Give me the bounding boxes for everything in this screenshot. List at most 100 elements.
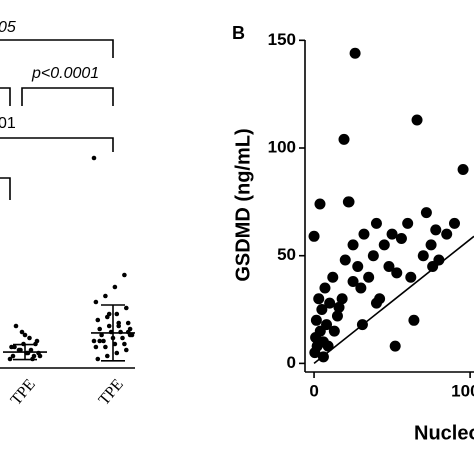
dot	[114, 350, 120, 356]
dot	[105, 353, 110, 359]
bracket	[0, 137, 114, 152]
bracket	[0, 39, 114, 58]
point	[363, 271, 375, 283]
x-tick-label: TPE	[8, 376, 39, 409]
point	[310, 314, 322, 326]
dot	[27, 335, 32, 341]
point	[347, 276, 359, 288]
annotation: 05	[0, 19, 16, 36]
dot	[97, 326, 102, 332]
dot	[18, 347, 23, 353]
point	[417, 250, 429, 262]
dot	[122, 341, 127, 347]
fit-line	[313, 235, 474, 365]
point	[333, 301, 345, 313]
y-axis-label: GSDMD (ng/mL)	[232, 128, 254, 281]
point	[358, 228, 370, 240]
x-tick-label: 0	[309, 381, 318, 400]
point	[391, 267, 403, 279]
y-tick-label: 0	[287, 353, 296, 372]
dot	[101, 338, 106, 344]
dot	[99, 332, 104, 338]
point	[313, 293, 325, 305]
dot	[93, 299, 99, 305]
annotation: p<0.0001	[31, 65, 99, 82]
point	[370, 217, 382, 229]
x-tick-label: TPE	[96, 376, 127, 409]
dot	[97, 338, 102, 344]
point	[411, 114, 423, 126]
point	[367, 250, 379, 262]
point	[319, 282, 331, 294]
point	[425, 239, 437, 251]
point	[308, 230, 320, 242]
dot	[124, 347, 129, 353]
point	[327, 271, 339, 283]
point	[352, 260, 364, 272]
annotation: 01	[0, 115, 16, 132]
point	[355, 282, 367, 294]
dot	[22, 332, 28, 338]
point	[316, 304, 328, 316]
point	[339, 254, 351, 266]
point	[408, 314, 420, 326]
dot	[114, 311, 120, 317]
dot	[7, 356, 13, 362]
dot	[120, 335, 125, 341]
panel-label: B	[232, 23, 245, 43]
point	[402, 217, 414, 229]
brackets	[0, 39, 474, 373]
point	[383, 260, 395, 272]
point	[338, 133, 350, 145]
dot	[10, 353, 16, 359]
dot	[34, 338, 40, 344]
bracket	[0, 177, 11, 200]
point	[321, 319, 333, 331]
y-tick-label: 100	[268, 137, 296, 156]
point	[349, 47, 361, 59]
x-tick-label: 1000	[451, 381, 474, 400]
dot	[103, 344, 108, 350]
dot	[103, 293, 108, 299]
dot	[95, 356, 101, 362]
bracket	[21, 87, 114, 106]
point	[405, 271, 417, 283]
point	[331, 310, 343, 322]
dot	[125, 320, 131, 326]
point	[336, 293, 348, 305]
point	[343, 196, 355, 208]
point	[457, 164, 469, 176]
dot	[112, 284, 118, 290]
dot	[127, 332, 133, 338]
y-tick-label: 150	[268, 30, 296, 49]
point	[420, 207, 432, 219]
point	[430, 224, 442, 236]
dot	[116, 320, 121, 326]
point	[314, 198, 326, 210]
point	[324, 297, 336, 309]
dot	[106, 311, 112, 317]
dot	[122, 272, 127, 278]
point	[322, 340, 334, 352]
point	[395, 232, 407, 244]
dot	[95, 317, 101, 323]
dot	[37, 353, 43, 359]
bracket	[0, 87, 11, 106]
point	[448, 217, 460, 229]
point	[386, 228, 398, 240]
point	[328, 325, 340, 337]
dot	[12, 344, 17, 350]
point	[441, 228, 453, 240]
dot	[93, 344, 99, 350]
point	[378, 239, 390, 251]
point	[389, 340, 401, 352]
dot	[106, 323, 112, 329]
x-axis-label: Nucleo	[414, 422, 474, 444]
dot	[13, 323, 19, 329]
point	[347, 239, 359, 251]
dot	[19, 329, 25, 335]
point	[370, 297, 382, 309]
dot	[91, 338, 97, 344]
